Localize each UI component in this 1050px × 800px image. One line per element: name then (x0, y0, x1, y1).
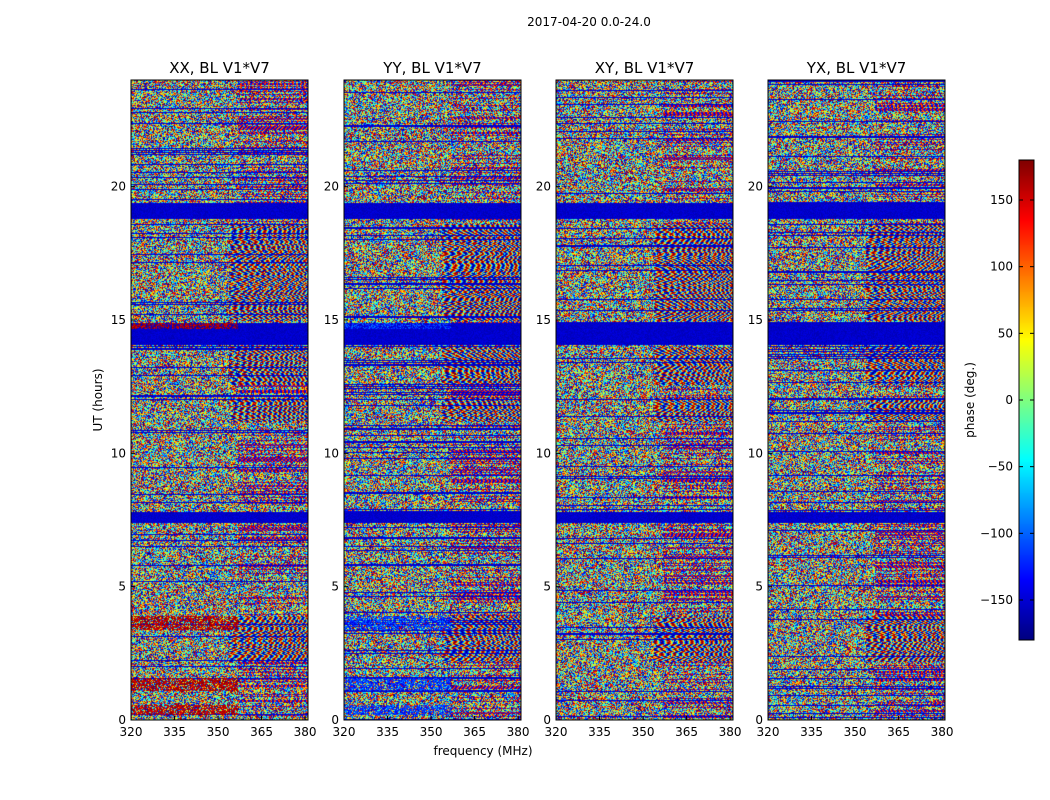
panel-xx: XX, BL V1*V7 320 335 350 365 380 0 5 10 15 20 (111, 59, 317, 739)
x-tick-label: 335 (376, 725, 399, 739)
x-tick-label: 380 (719, 725, 742, 739)
y-axis-label: UT (hours) (91, 368, 105, 431)
y-tick-label: 5 (331, 580, 339, 594)
y-tick-label: 10 (111, 446, 126, 460)
y-tick-label: 0 (118, 713, 126, 727)
x-tick-label: 335 (588, 725, 611, 739)
y-tick-label: 5 (543, 580, 551, 594)
colorbar-tick-label: 0 (1005, 393, 1013, 407)
x-tick-label: 380 (294, 725, 317, 739)
x-tick-label: 320 (333, 725, 356, 739)
x-tick-label: 350 (844, 725, 867, 739)
y-tick-label: 10 (324, 446, 339, 460)
panel-title: XX, BL V1*V7 (169, 59, 270, 77)
x-axis-label: frequency (MHz) (433, 744, 532, 758)
panel-title: YY, BL V1*V7 (382, 59, 481, 77)
y-tick-label: 15 (324, 313, 339, 327)
x-tick-label: 365 (675, 725, 698, 739)
y-tick-label: 0 (331, 713, 339, 727)
y-tick-label: 0 (755, 713, 763, 727)
phase-heatmap-yx (768, 80, 945, 720)
axes-frame (555, 79, 734, 721)
x-tick-label: 350 (632, 725, 655, 739)
x-tick-label: 365 (250, 725, 273, 739)
y-tick-label: 10 (748, 446, 763, 460)
y-tick-label: 20 (111, 180, 126, 194)
axes-frame (767, 79, 946, 721)
panel-title: YX, BL V1*V7 (806, 59, 907, 77)
x-tick-label: 365 (463, 725, 486, 739)
axes-frame (130, 79, 309, 721)
y-tick-label: 20 (324, 180, 339, 194)
x-tick-label: 350 (207, 725, 230, 739)
colorbar-tick-label: 100 (990, 260, 1013, 274)
x-tick-label: 350 (420, 725, 443, 739)
y-tick-label: 15 (748, 313, 763, 327)
y-tick-label: 15 (111, 313, 126, 327)
axes-frame (343, 79, 522, 721)
x-tick-label: 335 (800, 725, 823, 739)
x-tick-label: 365 (887, 725, 910, 739)
y-tick-label: 15 (536, 313, 551, 327)
colorbar-tick-label: −100 (980, 526, 1013, 540)
panel-yy: YY, BL V1*V7 320 335 350 365 380 0 5 10 15 20 (324, 59, 530, 739)
colorbar-tick-label: −50 (988, 460, 1013, 474)
x-tick-label: 320 (545, 725, 568, 739)
y-tick-label: 0 (543, 713, 551, 727)
figure-suptitle: 2017-04-20 0.0-24.0 (527, 15, 651, 29)
phase-heatmap-yy (344, 80, 521, 720)
colorbar-label: phase (deg.) (963, 362, 977, 438)
y-tick-label: 5 (755, 580, 763, 594)
x-tick-label: 380 (507, 725, 530, 739)
x-tick-label: 320 (120, 725, 143, 739)
y-tick-label: 5 (118, 580, 126, 594)
x-tick-label: 380 (931, 725, 954, 739)
y-tick-label: 20 (536, 180, 551, 194)
panel-xy: XY, BL V1*V7 320 335 350 365 380 0 5 10 15 20 (536, 59, 742, 739)
x-tick-label: 320 (757, 725, 780, 739)
panel-title: XY, BL V1*V7 (595, 59, 695, 77)
panel-yx: YX, BL V1*V7 320 335 350 365 380 0 5 10 15 20 (748, 59, 954, 739)
x-tick-label: 335 (163, 725, 186, 739)
phase-heatmap-xy (556, 80, 733, 720)
y-tick-label: 10 (536, 446, 551, 460)
phase-heatmap-xx (131, 80, 308, 720)
colorbar-tick-label: 150 (990, 193, 1013, 207)
colorbar-tick-label: 50 (998, 326, 1013, 340)
colorbar-gradient (1019, 160, 1034, 640)
y-tick-label: 20 (748, 180, 763, 194)
colorbar: 150 100 50 0 −50 −100 −150 phase (deg.) (963, 159, 1035, 641)
colorbar-tick-label: −150 (980, 593, 1013, 607)
